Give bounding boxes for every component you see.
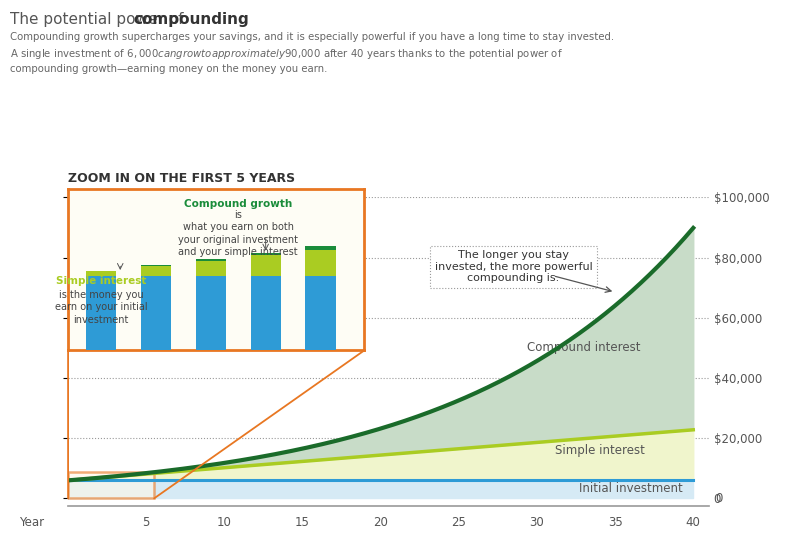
- Text: is the money you
earn on your initial
investment: is the money you earn on your initial in…: [54, 290, 147, 325]
- Text: The longer you stay
invested, the more powerful
compounding is.: The longer you stay invested, the more p…: [435, 250, 593, 283]
- Text: Initial investment: Initial investment: [579, 482, 682, 495]
- Text: 30: 30: [529, 516, 545, 529]
- Bar: [141, 266, 171, 276]
- Text: 0: 0: [715, 492, 723, 505]
- Bar: [86, 271, 116, 276]
- Text: 15: 15: [295, 516, 310, 529]
- Bar: [305, 250, 336, 276]
- Text: 25: 25: [452, 516, 466, 529]
- Bar: [68, 471, 154, 498]
- Text: Year: Year: [19, 516, 45, 529]
- Text: compounding: compounding: [134, 12, 250, 27]
- Bar: [86, 276, 116, 350]
- Bar: [141, 276, 171, 350]
- Bar: [305, 276, 336, 350]
- Text: 20: 20: [373, 516, 388, 529]
- Text: 10: 10: [217, 516, 231, 529]
- Text: 35: 35: [608, 516, 622, 529]
- Bar: [251, 253, 281, 255]
- Bar: [195, 276, 226, 350]
- Text: Compound growth: Compound growth: [184, 200, 292, 210]
- Text: 40: 40: [686, 516, 701, 529]
- Bar: [305, 246, 336, 250]
- Bar: [195, 261, 226, 276]
- Bar: [251, 255, 281, 276]
- Text: Compound interest: Compound interest: [527, 341, 641, 354]
- Bar: [195, 260, 226, 261]
- Text: Simple interest: Simple interest: [56, 276, 147, 286]
- Text: ZOOM IN ON THE FIRST 5 YEARS: ZOOM IN ON THE FIRST 5 YEARS: [68, 172, 296, 185]
- Text: 5: 5: [143, 516, 150, 529]
- Text: Simple interest: Simple interest: [554, 444, 645, 457]
- Text: The potential power of: The potential power of: [10, 12, 188, 27]
- Bar: [251, 276, 281, 350]
- Text: is
what you earn on both
your original investment
and your simple interest: is what you earn on both your original i…: [179, 210, 298, 257]
- Text: Compounding growth supercharges your savings, and it is especially powerful if y: Compounding growth supercharges your sav…: [10, 32, 614, 75]
